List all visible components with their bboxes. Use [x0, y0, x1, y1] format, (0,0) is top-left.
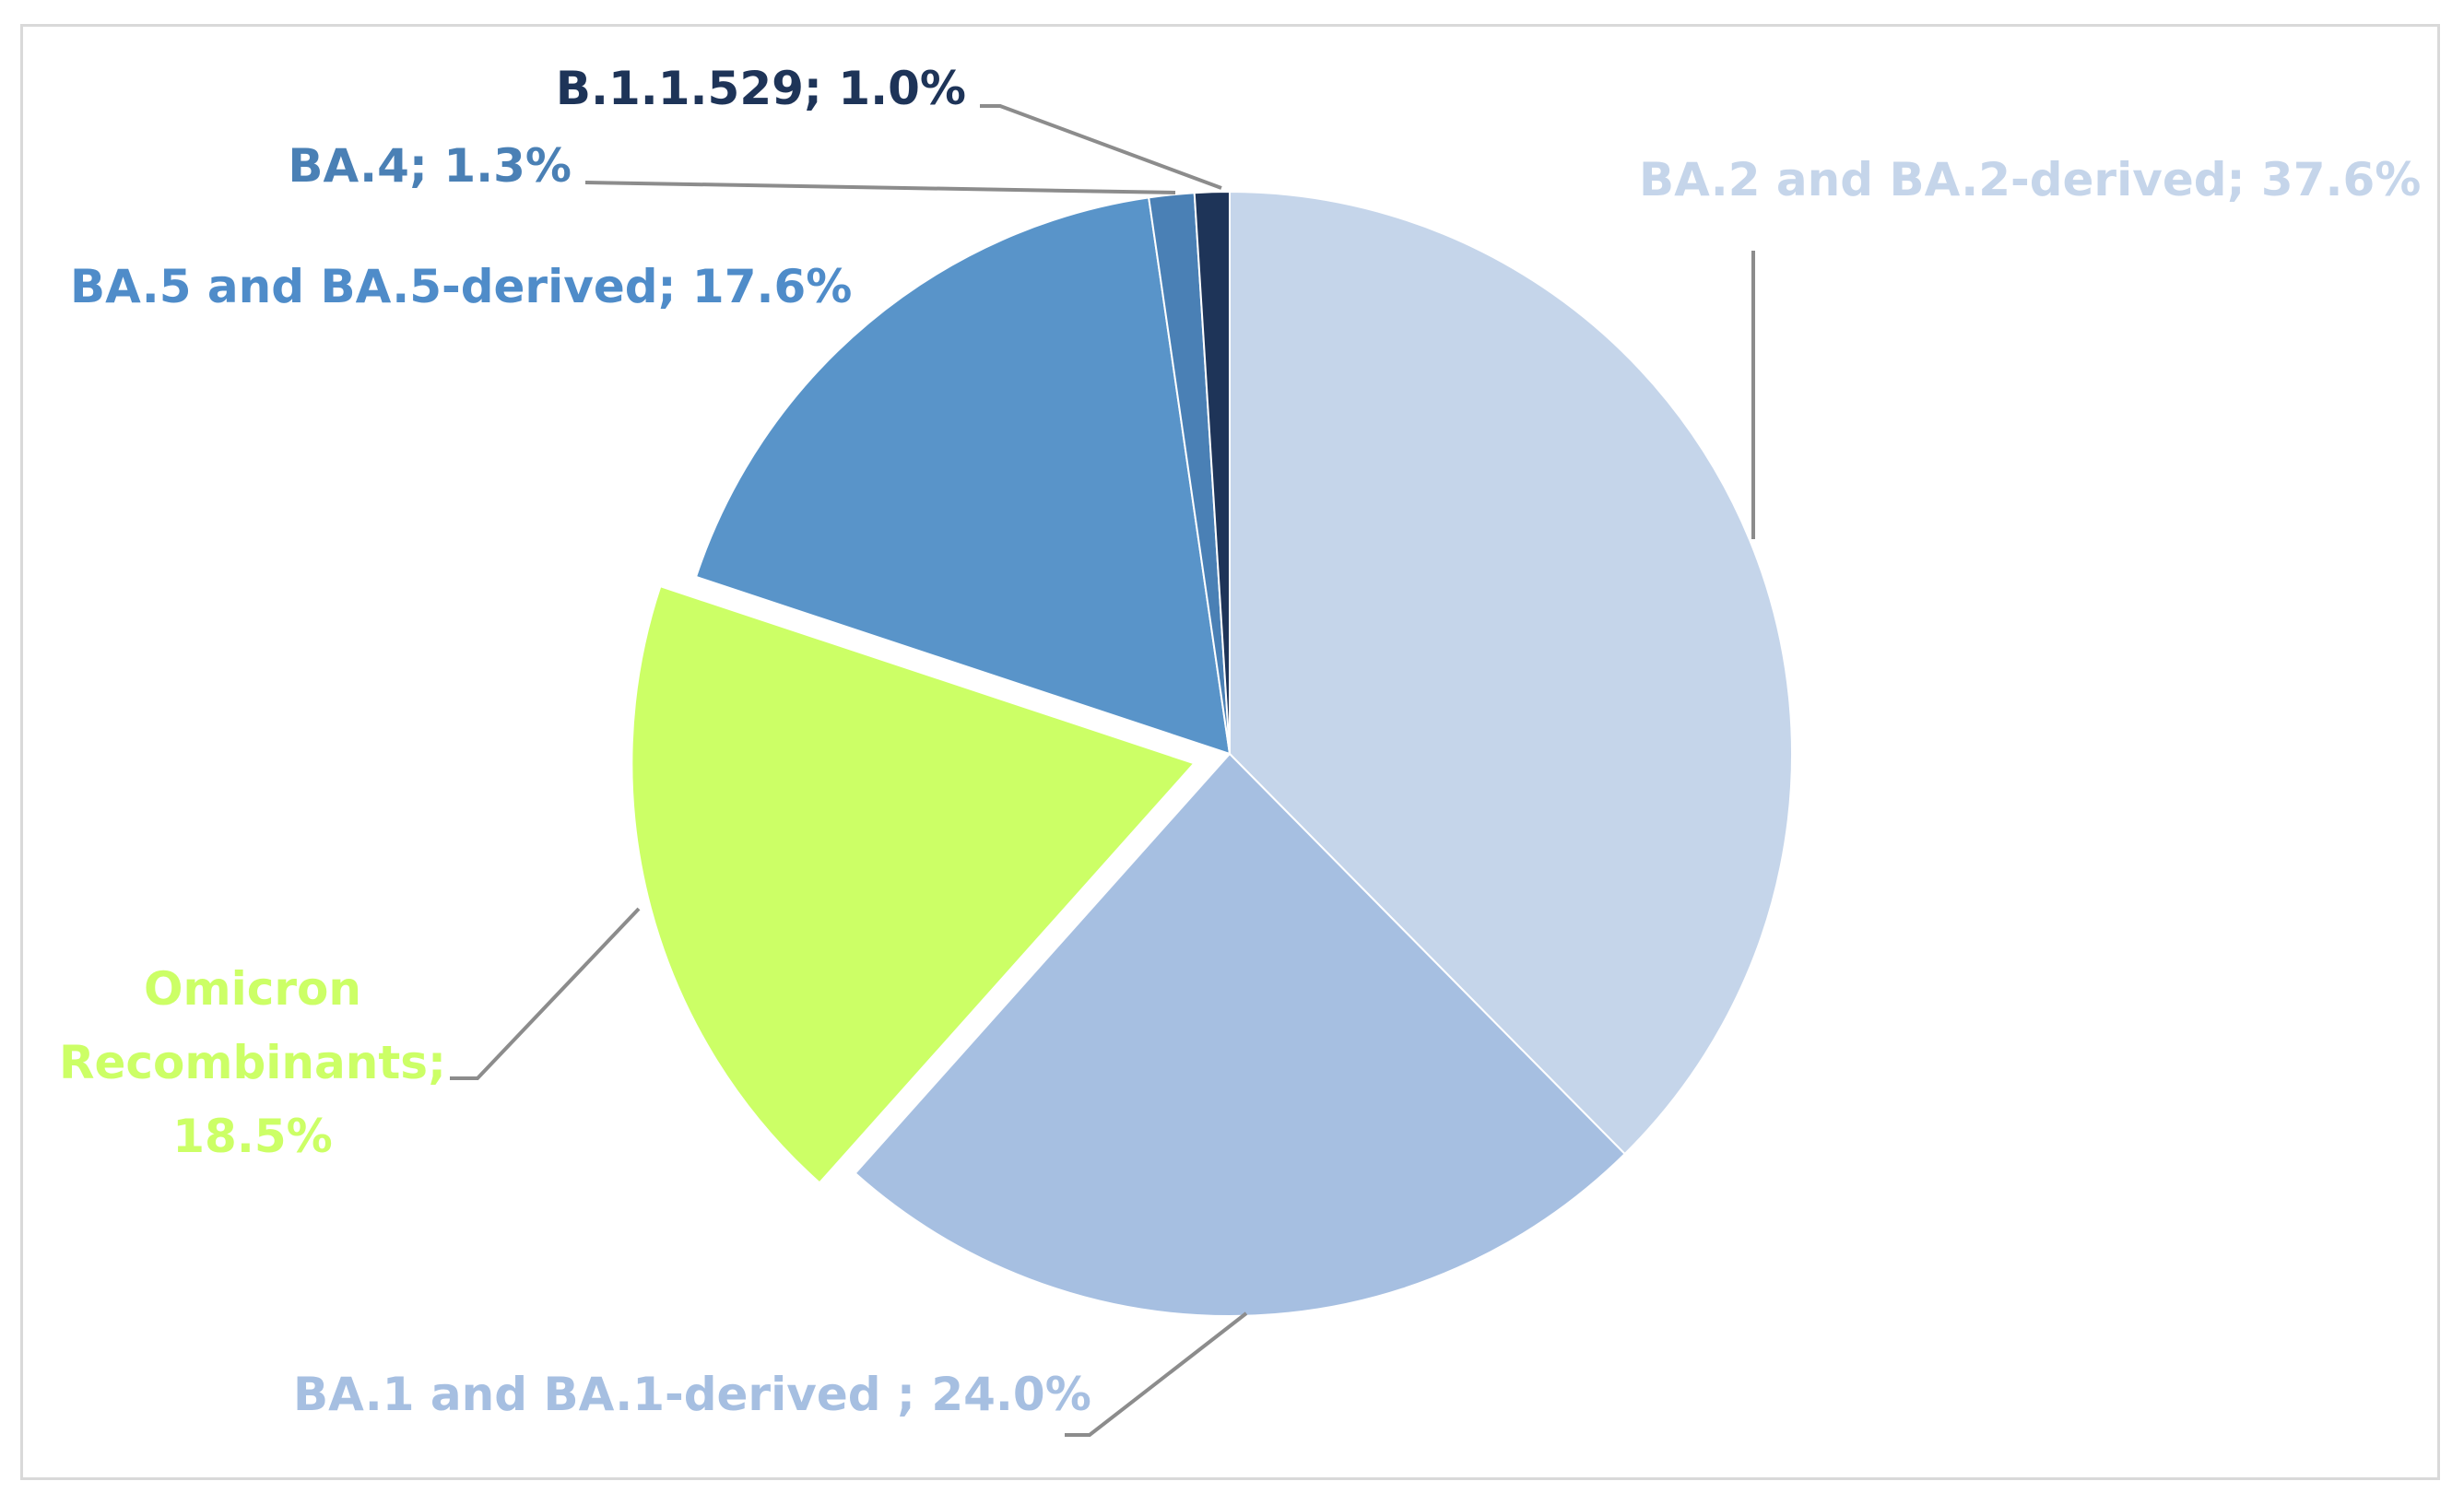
leader-lines — [450, 104, 1755, 1437]
pie-slice-b-1-1-529 — [1193, 190, 1231, 755]
leader-line-ba4 — [584, 181, 1176, 194]
pie-slice-ba-2-and-ba-2-derived — [1229, 190, 1793, 1156]
pie-slice-omicron-recombinants — [631, 584, 1197, 1184]
data-label-ba1: BA.1 and BA.1-derived ; 24.0% — [293, 1368, 1091, 1421]
data-label-omicron-line3: 18.5% — [172, 1110, 332, 1163]
data-label-ba5: BA.5 and BA.5-derived; 17.6% — [70, 260, 852, 313]
leader-line-omicron — [450, 907, 641, 1080]
leader-line-ba1 — [1065, 1311, 1248, 1437]
data-label-ba2: BA.2 and BA.2-derived; 37.6% — [1639, 153, 2421, 206]
pie-slices — [631, 190, 1793, 1317]
pie-slice-ba-5-and-ba-5-derived — [694, 196, 1232, 756]
data-label-b11529: B.1.1.529; 1.0% — [556, 62, 966, 115]
leader-line-b11529 — [980, 104, 1222, 190]
data-label-ba4: BA.4; 1.3% — [288, 139, 572, 193]
data-label-omicron-line1: Omicron — [144, 962, 361, 1016]
data-labels: B.1.1.529; 1.0% BA.4; 1.3% BA.2 and BA.2… — [59, 62, 2421, 1421]
data-label-omicron-line2: Recombinants; — [59, 1036, 446, 1089]
